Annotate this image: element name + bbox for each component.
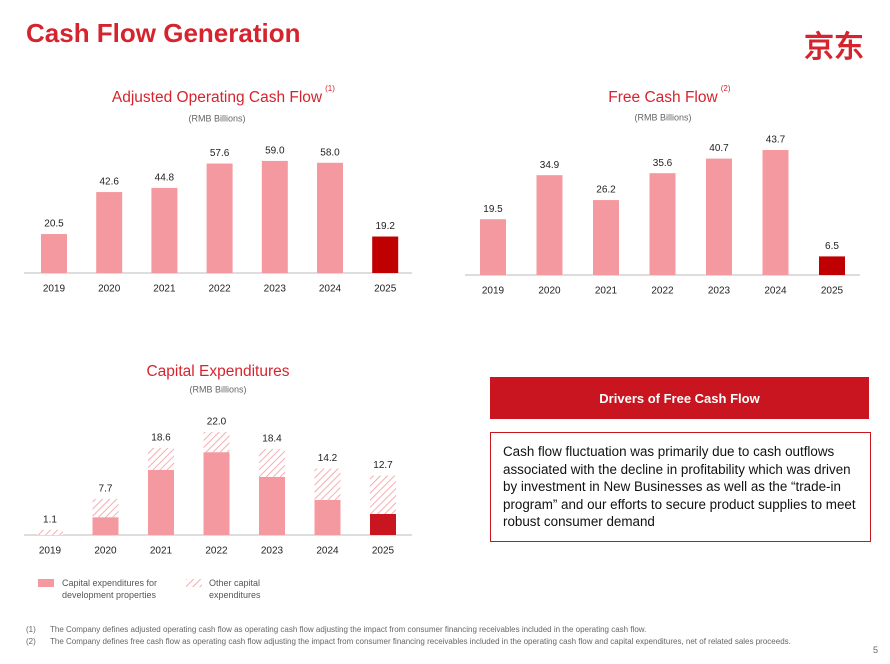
x-tick-label: 2019 bbox=[39, 546, 62, 557]
value-label: 6.5 bbox=[825, 241, 839, 252]
bar bbox=[762, 150, 789, 275]
value-label: 35.6 bbox=[653, 158, 673, 169]
total-label: 1.1 bbox=[43, 514, 57, 525]
x-tick-label: 2022 bbox=[205, 546, 228, 557]
bar-segment-hatched bbox=[314, 468, 341, 500]
title-note: (1) bbox=[325, 84, 335, 93]
bar bbox=[41, 234, 67, 273]
total-label: 14.2 bbox=[318, 453, 338, 464]
bar-segment-hatched bbox=[259, 448, 285, 477]
total-label: 18.6 bbox=[151, 433, 171, 444]
chart-title: Adjusted Operating Cash Flow bbox=[112, 89, 323, 106]
x-tick-label: 2020 bbox=[98, 284, 121, 295]
bar-segment-hatched bbox=[37, 529, 63, 535]
bar bbox=[536, 175, 563, 275]
x-tick-label: 2020 bbox=[94, 546, 117, 557]
chart-subtitle: (RMB Billions) bbox=[634, 112, 691, 122]
legend-label: Capital expenditures for development pro… bbox=[62, 578, 158, 600]
x-tick-label: 2022 bbox=[208, 284, 231, 295]
x-tick-label: 2024 bbox=[316, 546, 339, 557]
footnote-text: The Company defines free cash flow as op… bbox=[50, 637, 791, 646]
value-label: 58.0 bbox=[320, 147, 340, 158]
total-label: 12.7 bbox=[373, 460, 393, 471]
page-number: 5 bbox=[872, 645, 878, 655]
value-label: 57.6 bbox=[210, 148, 230, 159]
bar-segment bbox=[259, 476, 285, 535]
chart-subtitle: (RMB Billions) bbox=[189, 384, 246, 394]
x-tick-label: 2021 bbox=[150, 546, 173, 557]
chart-title: Free Cash Flow bbox=[608, 89, 718, 106]
value-label: 59.0 bbox=[265, 146, 285, 157]
x-tick-label: 2025 bbox=[374, 284, 397, 295]
x-tick-label: 2023 bbox=[261, 546, 284, 557]
bar bbox=[206, 163, 233, 273]
footnote-marker: (1) bbox=[26, 625, 36, 634]
x-tick-label: 2024 bbox=[764, 286, 787, 297]
value-label: 19.2 bbox=[375, 221, 395, 232]
value-label: 26.2 bbox=[596, 185, 616, 196]
drivers-header: Drivers of Free Cash Flow bbox=[490, 377, 869, 419]
x-tick-label: 2019 bbox=[43, 284, 66, 295]
bar bbox=[819, 256, 845, 275]
bar-segment-hatched bbox=[148, 447, 174, 470]
bar bbox=[151, 187, 178, 273]
bar-segment bbox=[148, 469, 174, 535]
bar-segment bbox=[314, 499, 341, 535]
x-tick-label: 2023 bbox=[264, 284, 287, 295]
x-tick-label: 2025 bbox=[821, 286, 844, 297]
total-label: 18.4 bbox=[262, 434, 282, 445]
value-label: 42.6 bbox=[99, 177, 119, 188]
footnote-marker: (2) bbox=[26, 637, 36, 646]
value-label: 43.7 bbox=[766, 135, 786, 146]
drivers-text: Cash flow fluctuation was primarily due … bbox=[490, 432, 871, 542]
x-tick-label: 2021 bbox=[595, 286, 618, 297]
bar bbox=[261, 160, 288, 273]
x-tick-label: 2019 bbox=[482, 286, 505, 297]
bar bbox=[372, 236, 399, 273]
legend-swatch bbox=[186, 579, 202, 587]
x-tick-label: 2025 bbox=[372, 546, 395, 557]
x-tick-label: 2023 bbox=[708, 286, 731, 297]
swatch-hatch bbox=[186, 579, 202, 587]
legend-swatch bbox=[38, 579, 54, 587]
total-label: 7.7 bbox=[99, 484, 113, 495]
value-label: 44.8 bbox=[155, 173, 175, 184]
bar bbox=[706, 158, 732, 275]
legend-label: Other capital expenditures bbox=[209, 578, 261, 600]
bar-segment bbox=[203, 452, 230, 535]
title-note: (2) bbox=[721, 84, 731, 93]
bar-segment bbox=[92, 517, 119, 535]
bar bbox=[317, 162, 343, 273]
chart-title: Capital Expenditures bbox=[146, 363, 289, 380]
bar-segment bbox=[370, 513, 396, 535]
bar-segment-hatched bbox=[370, 475, 396, 514]
x-tick-label: 2022 bbox=[651, 286, 674, 297]
bar-segment-hatched bbox=[92, 498, 119, 518]
total-label: 22.0 bbox=[207, 417, 227, 428]
bar bbox=[649, 173, 676, 275]
value-label: 19.5 bbox=[483, 204, 503, 215]
value-label: 20.5 bbox=[44, 219, 64, 230]
footnote-text: The Company defines adjusted operating c… bbox=[50, 625, 647, 634]
bar bbox=[480, 219, 506, 275]
x-tick-label: 2021 bbox=[153, 284, 176, 295]
bar-segment-hatched bbox=[203, 432, 230, 453]
x-tick-label: 2024 bbox=[319, 284, 342, 295]
value-label: 40.7 bbox=[709, 143, 729, 154]
value-label: 34.9 bbox=[540, 160, 560, 171]
logo: 京东 bbox=[804, 31, 864, 64]
x-tick-label: 2020 bbox=[538, 286, 561, 297]
bar bbox=[593, 200, 619, 275]
bar bbox=[96, 192, 123, 273]
slide-title: Cash Flow Generation bbox=[26, 18, 301, 48]
chart-subtitle: (RMB Billions) bbox=[188, 113, 245, 123]
